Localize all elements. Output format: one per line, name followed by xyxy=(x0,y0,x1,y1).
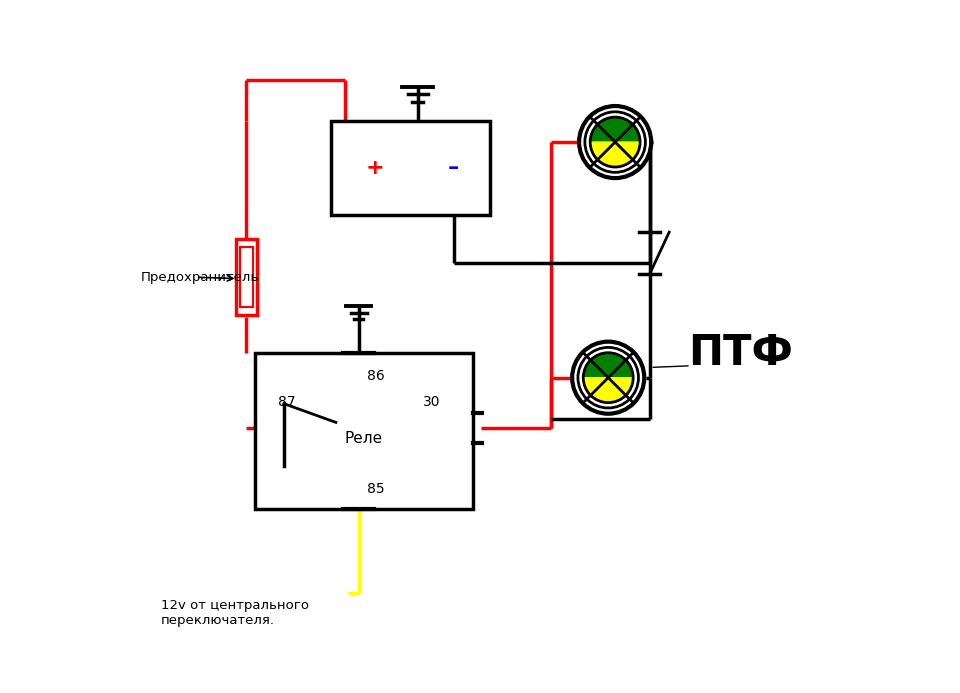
Text: +: + xyxy=(366,158,384,178)
Bar xyxy=(254,353,473,509)
Text: ПТФ: ПТФ xyxy=(688,333,793,374)
Bar xyxy=(240,247,253,307)
Text: 86: 86 xyxy=(367,369,385,383)
Text: 30: 30 xyxy=(423,394,441,409)
Circle shape xyxy=(579,106,651,178)
Polygon shape xyxy=(584,353,609,378)
Polygon shape xyxy=(609,378,634,403)
Bar xyxy=(236,239,257,315)
Text: Предохранитель: Предохранитель xyxy=(140,271,258,283)
Text: –: – xyxy=(448,158,459,178)
Text: Реле: Реле xyxy=(345,431,383,446)
Text: 12v от центрального
переключателя.: 12v от центрального переключателя. xyxy=(161,599,309,627)
Circle shape xyxy=(572,342,644,414)
Bar xyxy=(331,121,491,215)
Text: 85: 85 xyxy=(367,482,385,495)
Text: 87: 87 xyxy=(277,394,296,409)
Polygon shape xyxy=(615,117,640,142)
Polygon shape xyxy=(590,142,615,167)
Polygon shape xyxy=(609,353,634,378)
Polygon shape xyxy=(615,142,640,167)
Polygon shape xyxy=(584,378,609,403)
Circle shape xyxy=(585,112,645,173)
Polygon shape xyxy=(590,117,615,142)
Circle shape xyxy=(578,347,638,408)
